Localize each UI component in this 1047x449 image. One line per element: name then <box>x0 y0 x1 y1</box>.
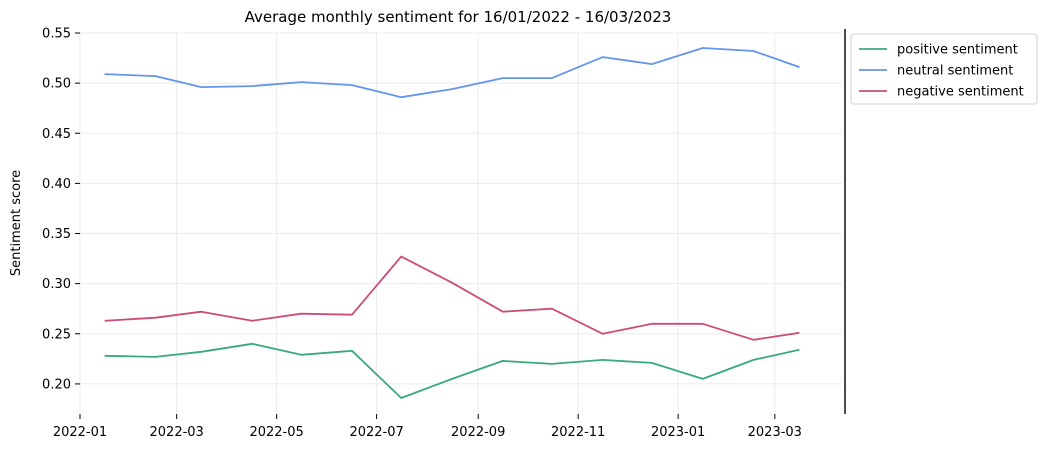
chart-title: Average monthly sentiment for 16/01/2022… <box>245 8 672 26</box>
series-lines <box>104 47 800 399</box>
y-tick-label: 0.30 <box>42 277 71 292</box>
y-tick-label: 0.50 <box>42 77 71 92</box>
x-tick-label: 2023-01 <box>651 425 705 440</box>
legend-box <box>850 33 1038 105</box>
y-tick-label: 0.35 <box>42 227 71 242</box>
y-tick-label: 0.20 <box>42 377 71 392</box>
x-tick-label: 2023-03 <box>748 425 802 440</box>
y-tick-label: 0.25 <box>42 327 71 342</box>
grid <box>79 32 842 414</box>
y-tick-label: 0.55 <box>42 27 71 42</box>
legend-entry: positive sentiment <box>897 43 1018 58</box>
legend-entry: neutral sentiment <box>897 64 1013 79</box>
legend-entry: negative sentiment <box>897 85 1024 100</box>
y-axis-label: Sentiment score <box>9 170 24 276</box>
x-tick-label: 2022-03 <box>150 425 204 440</box>
y-tick-label: 0.40 <box>42 177 71 192</box>
y-tick-label: 0.45 <box>42 127 71 142</box>
legend: positive sentiment neutral sentiment negat… <box>850 33 1038 105</box>
x-tick-label: 2022-01 <box>53 425 107 440</box>
series-line-negative-sentiment <box>104 255 800 341</box>
x-tick-label: 2022-11 <box>551 425 605 440</box>
axes: 0.20 0.25 0.30 0.35 0.40 0.45 0.50 0.55 2022-01 2… <box>42 27 846 440</box>
x-tick-label: 2022-07 <box>349 425 403 440</box>
x-tick-label: 2022-09 <box>451 425 505 440</box>
series-line-positive-sentiment <box>104 342 800 399</box>
series-line-neutral-sentiment <box>104 47 800 99</box>
x-tick-label: 2022-05 <box>249 425 303 440</box>
